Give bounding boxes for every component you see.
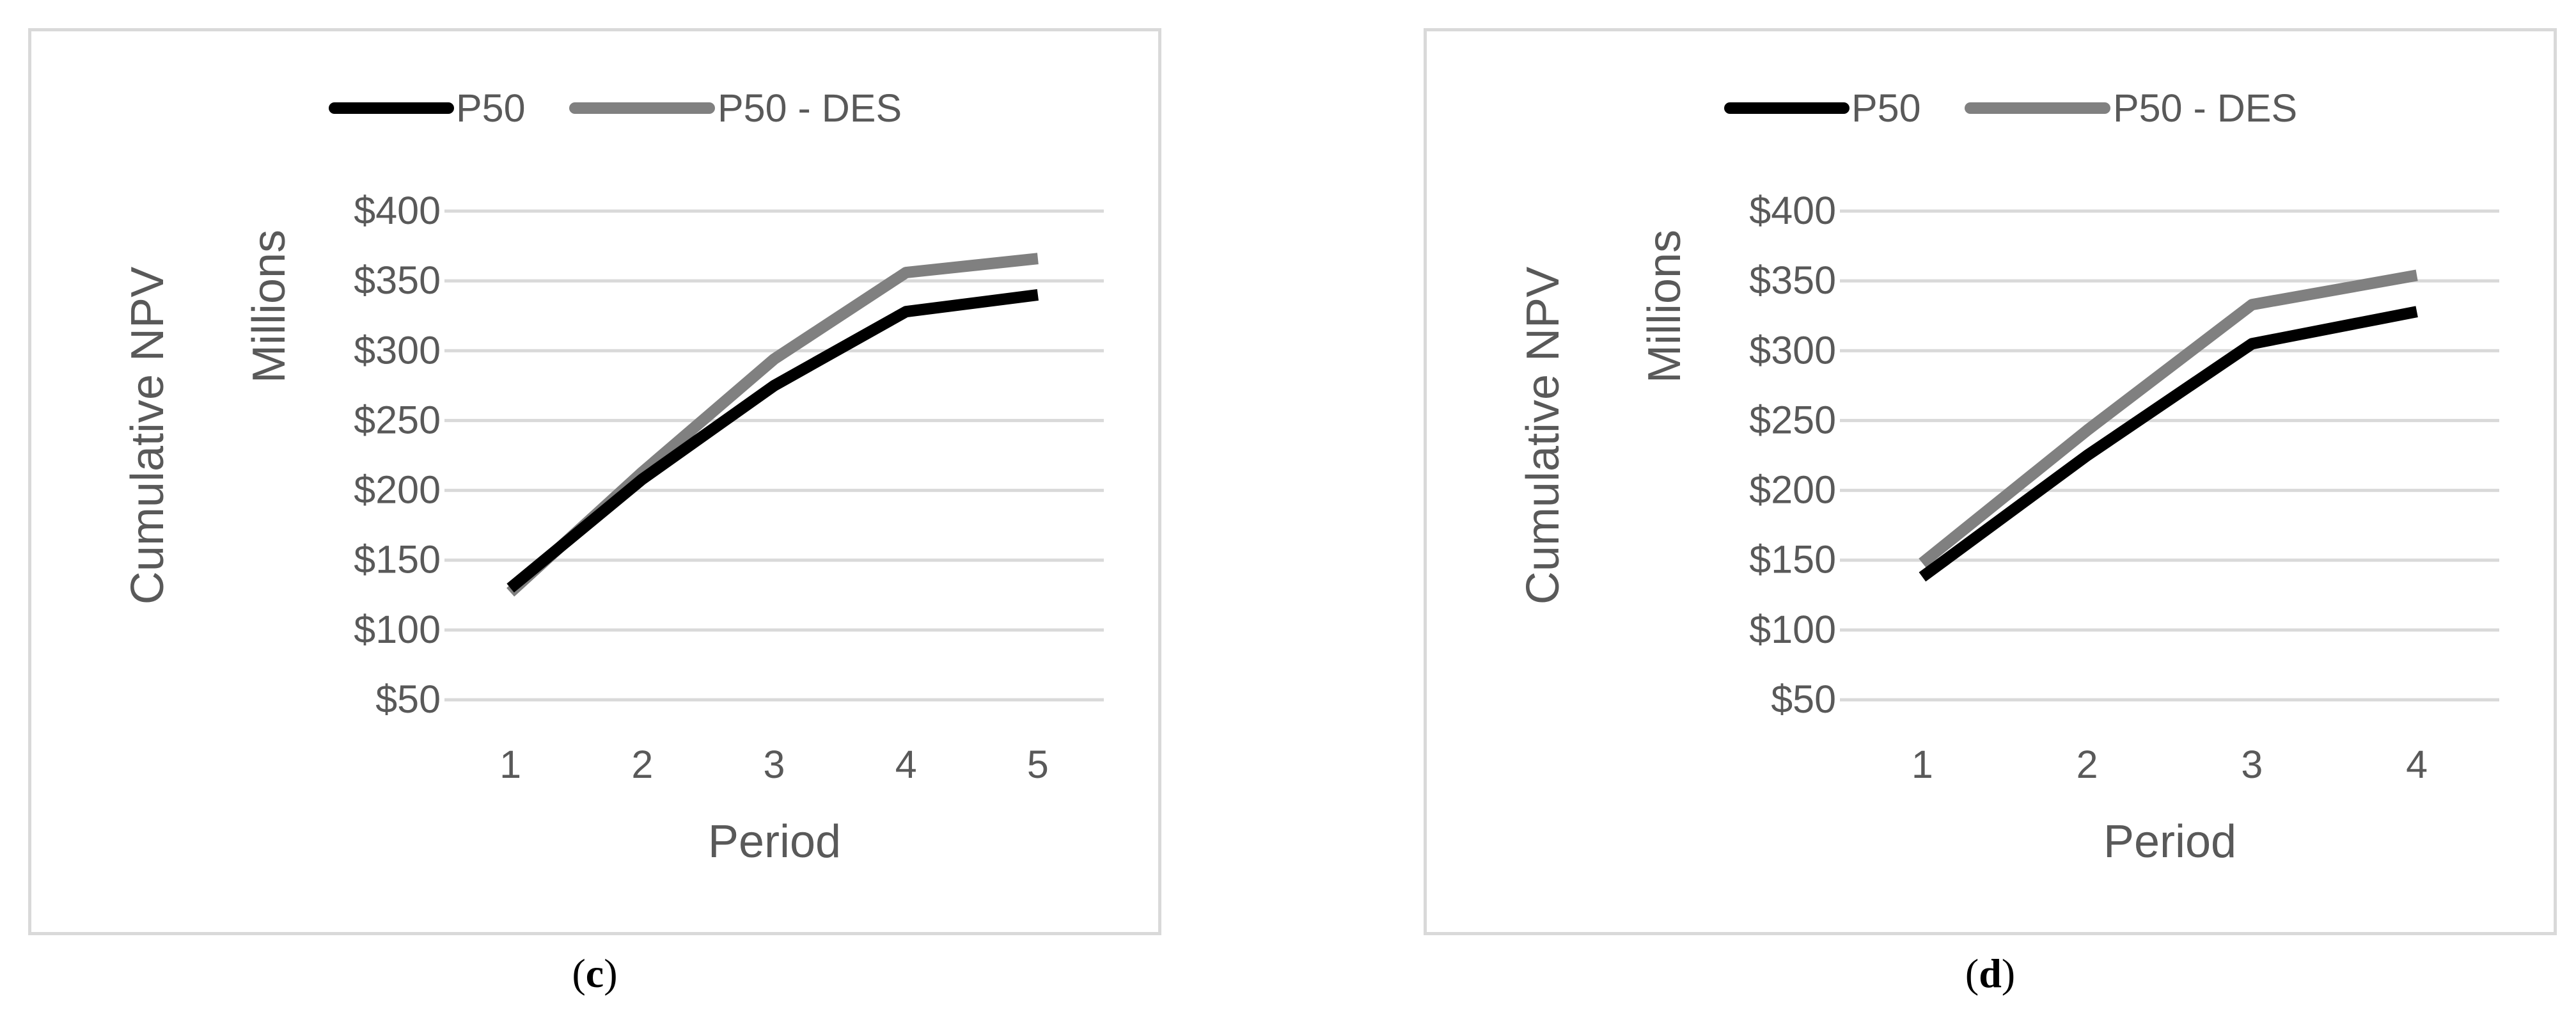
y-tick-label-d: $50 [1771,677,1836,721]
series-line-p50-c [507,289,1039,593]
x-tick-label-c: 2 [631,743,653,786]
chart-panel-d: $50 $100 $150 $200 $250 $300 $350 $400 1 2 3 4 P50 P5… [1424,28,2557,935]
y-tick-label-d: $300 [1749,328,1836,372]
x-tick-label-c: 1 [499,743,521,786]
x-tick-label-c: 3 [764,743,785,786]
y-tick-label-c: $250 [354,398,441,441]
x-tick-label-d: 2 [2077,743,2098,786]
legend-label-p50-des-d: P50 - DES [2113,86,2297,130]
y-tick-label-d: $200 [1749,468,1836,512]
x-tick-label-c: 5 [1027,743,1049,786]
chart-d-svg: $50 $100 $150 $200 $250 $300 $350 $400 1 2 3 4 P50 P5… [1518,86,2499,867]
y-axis-title-c: Cumulative NPV [122,267,173,604]
y-tick-label-d: $150 [1749,538,1836,581]
y-tick-label-c: $300 [354,328,441,372]
x-tick-label-d: 1 [1912,743,1933,786]
y-tick-label-c: $50 [375,677,441,721]
caption-d: (d) [1965,951,2016,996]
x-tick-label-d: 4 [2406,743,2428,786]
series-line-p50-des-d [1919,269,2418,568]
y-tick-label-d: $100 [1749,608,1836,651]
y-tick-label-d: $250 [1749,398,1836,441]
y-tick-label-c: $200 [354,468,441,512]
chart-panel-c: $50 $100 $150 $200 $250 $300 $350 $400 1 2 3 4 5 P50 P… [28,28,1161,935]
legend-label-p50-c: P50 [456,86,526,130]
chart-c-svg: $50 $100 $150 $200 $250 $300 $350 $400 1 2 3 4 5 P50 P… [122,86,1104,867]
y-tick-label-c: $400 [354,189,441,232]
caption-d-letter: d [1979,951,2002,996]
legend-label-p50-d: P50 [1851,86,1921,130]
caption-c: (c) [572,951,618,996]
caption-c-letter: c [585,951,604,996]
y-axis-unit-c: Millions [244,230,295,383]
x-tick-label-d: 3 [2241,743,2263,786]
series-line-p50-d [1919,306,2418,582]
x-tick-label-c: 4 [895,743,917,786]
y-tick-label-c: $100 [354,608,441,651]
y-tick-label-c: $350 [354,258,441,302]
x-axis-title-d: Period [2103,816,2236,867]
y-tick-label-d: $400 [1749,189,1836,232]
x-axis-title-c: Period [708,816,841,867]
y-axis-title-d: Cumulative NPV [1518,267,1569,604]
y-tick-label-d: $350 [1749,258,1836,302]
y-tick-label-c: $150 [354,538,441,581]
y-axis-unit-d: Millions [1639,230,1690,383]
legend-label-p50-des-c: P50 - DES [718,86,902,130]
